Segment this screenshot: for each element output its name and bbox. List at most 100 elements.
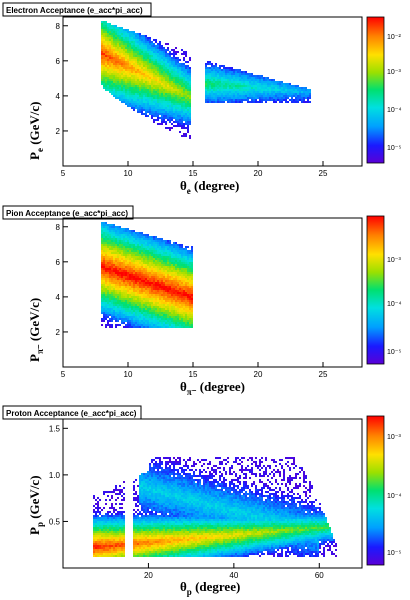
- heatmap-cell: [173, 304, 175, 306]
- heatmap-cell: [103, 529, 105, 531]
- heatmap-cell: [125, 324, 127, 326]
- heatmap-cell: [173, 310, 175, 312]
- heatmap-cell: [135, 95, 137, 97]
- heatmap-cell: [213, 67, 215, 69]
- heatmap-cell: [241, 93, 243, 95]
- heatmap-cell: [135, 318, 137, 320]
- heatmap-cell: [143, 240, 145, 242]
- heatmap-cell: [183, 93, 185, 95]
- heatmap-cell: [207, 97, 209, 99]
- heatmap-cell: [279, 93, 281, 95]
- heatmap-cell: [145, 240, 147, 242]
- heatmap-cell: [109, 236, 111, 238]
- heatmap-cell: [211, 97, 213, 99]
- heatmap-cell: [295, 101, 297, 103]
- heatmap-cell: [127, 51, 129, 53]
- heatmap-cell: [123, 230, 125, 232]
- heatmap-cell: [153, 49, 155, 51]
- heatmap-cell: [141, 304, 143, 306]
- heatmap-cell: [123, 525, 125, 527]
- heatmap-cell: [105, 306, 107, 308]
- heatmap-cell: [189, 302, 191, 304]
- heatmap-cell: [229, 83, 231, 85]
- heatmap-cell: [125, 314, 127, 316]
- heatmap-cell: [137, 318, 139, 320]
- heatmap-cell: [149, 101, 151, 103]
- heatmap-cell: [113, 67, 115, 69]
- heatmap-cell: [173, 87, 175, 89]
- heatmap-cell: [159, 117, 161, 119]
- heatmap-cell: [137, 250, 139, 252]
- heatmap-cell: [169, 81, 171, 83]
- heatmap-cell: [141, 232, 143, 234]
- heatmap-cell: [141, 264, 143, 266]
- heatmap-cell: [149, 97, 151, 99]
- heatmap-cell: [125, 31, 127, 33]
- heatmap-cell: [175, 105, 177, 107]
- heatmap-cell: [153, 322, 155, 324]
- heatmap-cell: [127, 99, 129, 101]
- heatmap-cell: [165, 107, 167, 109]
- heatmap-cell: [157, 300, 159, 302]
- heatmap-cell: [183, 95, 185, 97]
- heatmap-cell: [151, 284, 153, 286]
- heatmap-cell: [153, 278, 155, 280]
- heatmap-cell: [101, 37, 103, 39]
- heatmap-cell: [143, 288, 145, 290]
- heatmap-cell: [123, 83, 125, 85]
- heatmap-cell: [125, 256, 127, 258]
- heatmap-cell: [125, 254, 127, 256]
- heatmap-cell: [121, 83, 123, 85]
- heatmap-cell: [113, 258, 115, 260]
- heatmap-cell: [137, 240, 139, 242]
- heatmap-cell: [107, 81, 109, 83]
- heatmap-cell: [177, 256, 179, 258]
- heatmap-cell: [117, 523, 119, 525]
- heatmap-cell: [177, 67, 179, 69]
- heatmap-cell: [165, 59, 167, 61]
- heatmap-cell: [161, 55, 163, 57]
- heatmap-cell: [121, 244, 123, 246]
- heatmap-cell: [205, 99, 207, 101]
- heatmap-cell: [135, 242, 137, 244]
- heatmap-cell: [135, 43, 137, 45]
- heatmap-cell: [155, 91, 157, 93]
- heatmap-cell: [95, 533, 97, 535]
- heatmap-cell: [169, 262, 171, 264]
- heatmap-cell: [149, 284, 151, 286]
- heatmap-cell: [139, 250, 141, 252]
- heatmap-cell: [219, 77, 221, 79]
- heatmap-cell: [115, 306, 117, 308]
- heatmap-cell: [213, 91, 215, 93]
- heatmap-cell: [101, 288, 103, 290]
- heatmap-cell: [175, 101, 177, 103]
- heatmap-cell: [219, 95, 221, 97]
- heatmap-cell: [101, 539, 103, 541]
- x-tick-label: 10: [124, 370, 133, 379]
- heatmap-cell: [157, 238, 159, 240]
- heatmap-cell: [123, 101, 125, 103]
- heatmap-cell: [169, 59, 171, 61]
- heatmap-cell: [215, 101, 217, 103]
- heatmap-cell: [115, 527, 117, 529]
- heatmap-cell: [161, 248, 163, 250]
- heatmap-cell: [159, 61, 161, 63]
- heatmap-cell: [109, 547, 111, 549]
- heatmap-cell: [109, 37, 111, 39]
- pion-colorbar-gradient: [366, 215, 385, 365]
- heatmap-cell: [133, 302, 135, 304]
- heatmap-cell: [119, 35, 121, 37]
- heatmap-cell: [179, 103, 181, 105]
- heatmap-cell: [119, 525, 121, 527]
- heatmap-cell: [139, 290, 141, 292]
- heatmap-cell: [157, 63, 159, 65]
- heatmap-cell: [105, 274, 107, 276]
- heatmap-cell: [135, 69, 137, 71]
- heatmap-cell: [191, 310, 193, 312]
- heatmap-cell: [183, 286, 185, 288]
- heatmap-cell: [293, 93, 295, 95]
- heatmap-cell: [121, 547, 123, 549]
- heatmap-cell: [179, 113, 181, 115]
- heatmap-cell: [141, 272, 143, 274]
- heatmap-cell: [215, 79, 217, 81]
